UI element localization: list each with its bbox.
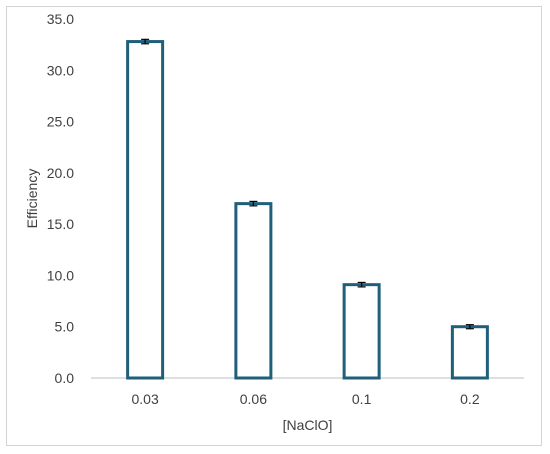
x-tick-label: 0.1 — [352, 391, 372, 407]
x-tick-label: 0.03 — [132, 391, 159, 407]
x-axis-ticks: 0.03 0.06 0.1 0.2 — [132, 391, 480, 407]
y-axis-ticks: 0.0 5.0 10.0 15.0 20.0 25.0 30.0 35.0 — [47, 11, 74, 386]
x-axis-title: [NaClO] — [283, 417, 333, 433]
bar — [450, 325, 489, 380]
error-bar — [141, 38, 150, 45]
y-tick-label: 5.0 — [55, 319, 75, 335]
y-tick-label: 15.0 — [47, 216, 74, 232]
y-tick-label: 25.0 — [47, 114, 74, 130]
x-tick-label: 0.06 — [240, 391, 267, 407]
y-tick-label: 20.0 — [47, 165, 74, 181]
bars-group — [126, 38, 489, 380]
x-tick-label: 0.2 — [460, 391, 480, 407]
error-bar — [249, 200, 258, 207]
bar — [126, 40, 165, 380]
y-tick-label: 0.0 — [55, 370, 75, 386]
bar — [234, 202, 273, 380]
error-bar — [465, 324, 474, 330]
y-tick-label: 35.0 — [47, 11, 74, 27]
bar — [342, 283, 381, 380]
y-tick-label: 10.0 — [47, 267, 74, 283]
error-bar — [357, 281, 366, 288]
y-tick-label: 30.0 — [47, 62, 74, 78]
y-axis-title: Efficiency — [24, 169, 40, 229]
